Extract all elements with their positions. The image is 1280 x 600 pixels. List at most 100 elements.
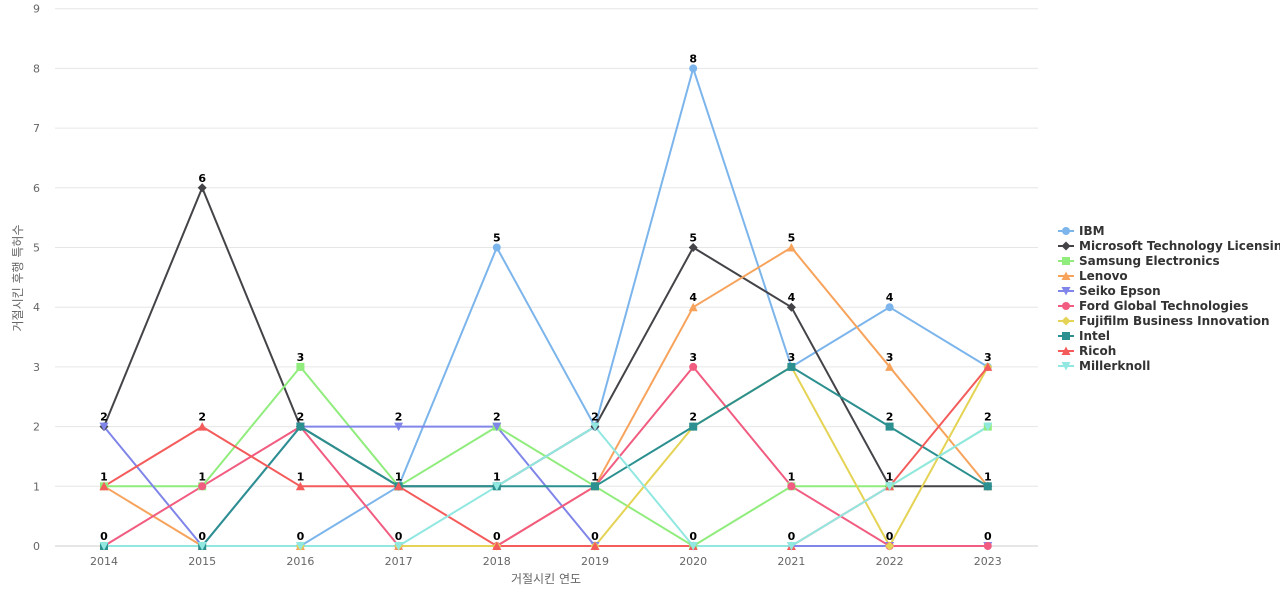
legend-symbol[interactable] [1061, 287, 1071, 296]
x-tick-label: 2022 [876, 555, 904, 568]
data-point[interactable] [591, 482, 599, 491]
data-label: 4 [788, 291, 796, 304]
data-point[interactable] [197, 542, 207, 551]
data-point[interactable] [99, 481, 109, 491]
legend-label: Lenovo [1079, 269, 1128, 283]
legend-symbol[interactable] [1062, 227, 1070, 235]
series-line-10[interactable] [104, 425, 989, 547]
y-tick-label: 6 [33, 182, 40, 195]
legend-symbol[interactable] [1061, 362, 1071, 371]
legend-item[interactable]: Fujifilm Business Innovation [1058, 314, 1270, 328]
data-point[interactable] [394, 422, 404, 432]
legend-item[interactable]: Microsoft Technology Licensing [1058, 239, 1280, 253]
x-tick-label: 2015 [188, 555, 216, 568]
data-point[interactable] [590, 541, 600, 551]
data-point[interactable] [295, 542, 305, 551]
data-point[interactable] [394, 542, 404, 551]
legend-symbol[interactable] [1062, 302, 1070, 310]
data-label: 1 [886, 470, 894, 483]
data-point[interactable] [492, 243, 501, 252]
data-label: 5 [788, 232, 796, 245]
data-point[interactable] [688, 243, 698, 252]
data-point[interactable] [786, 302, 796, 312]
data-label: 6 [198, 172, 206, 185]
data-label: 1 [984, 470, 992, 483]
data-point[interactable] [689, 64, 698, 73]
data-label: 3 [886, 351, 894, 364]
legend-label: Millerknoll [1079, 359, 1150, 373]
y-tick-label: 1 [33, 480, 40, 493]
data-label: 1 [395, 470, 403, 483]
data-point[interactable] [885, 482, 895, 491]
data-point[interactable] [296, 362, 305, 371]
data-point[interactable] [492, 422, 502, 432]
x-tick-label: 2023 [974, 555, 1002, 568]
legend-symbol[interactable] [1062, 257, 1070, 265]
data-point[interactable] [394, 481, 404, 491]
data-point[interactable] [688, 302, 698, 312]
data-point[interactable] [786, 542, 796, 551]
legend-label: Intel [1079, 329, 1110, 343]
data-point[interactable] [296, 422, 305, 431]
y-tick-label: 2 [33, 421, 40, 434]
data-label: 2 [100, 411, 108, 424]
data-point[interactable] [885, 303, 894, 312]
legend-item[interactable]: Lenovo [1058, 269, 1128, 283]
data-label: 0 [198, 530, 206, 543]
data-label: 1 [297, 470, 305, 483]
data-point[interactable] [492, 541, 502, 551]
data-point[interactable] [787, 482, 796, 491]
data-point[interactable] [885, 362, 895, 371]
data-point[interactable] [885, 541, 895, 551]
data-point[interactable] [786, 243, 796, 252]
legend-symbol[interactable] [1061, 316, 1071, 326]
data-point[interactable] [197, 422, 207, 431]
series-markers [99, 64, 993, 551]
legend-item[interactable]: Seiko Epson [1058, 284, 1161, 298]
legend-item[interactable]: Intel [1058, 329, 1110, 343]
data-point[interactable] [983, 362, 993, 371]
legend-item[interactable]: IBM [1058, 224, 1105, 238]
data-label: 0 [395, 530, 403, 543]
data-point[interactable] [198, 482, 207, 491]
x-tick-label: 2014 [90, 555, 118, 568]
data-point[interactable] [689, 422, 698, 431]
x-tick-label: 2020 [679, 555, 707, 568]
data-point[interactable] [99, 422, 109, 432]
legend-symbol[interactable] [1061, 241, 1071, 251]
data-label: 0 [788, 530, 796, 543]
data-point[interactable] [688, 542, 698, 551]
data-point[interactable] [295, 481, 305, 491]
series-line-8[interactable] [104, 365, 989, 547]
data-point[interactable] [99, 542, 109, 551]
y-axis-title: 거절시킨 후행 특허수 [10, 225, 25, 332]
data-label: 2 [886, 411, 894, 424]
data-point[interactable] [885, 422, 894, 431]
data-point[interactable] [590, 422, 600, 432]
data-label: 1 [493, 470, 501, 483]
legend-label: Samsung Electronics [1079, 254, 1220, 268]
legend-symbol[interactable] [1061, 346, 1071, 356]
data-point[interactable] [983, 482, 992, 491]
data-point[interactable] [983, 542, 992, 550]
data-point[interactable] [983, 422, 993, 432]
y-tick-label: 8 [33, 62, 40, 75]
y-tick-label: 9 [33, 3, 40, 16]
data-point[interactable] [492, 482, 502, 491]
data-label: 3 [689, 351, 697, 364]
legend-symbol[interactable] [1061, 271, 1071, 281]
legend-item[interactable]: Millerknoll [1058, 359, 1150, 373]
data-point[interactable] [787, 362, 796, 371]
y-tick-label: 5 [33, 242, 40, 255]
legend-item[interactable]: Samsung Electronics [1058, 254, 1220, 268]
series-line-4[interactable] [103, 246, 989, 547]
legend-item[interactable]: Ford Global Technologies [1058, 299, 1248, 313]
data-point[interactable] [689, 362, 698, 371]
legend-symbol[interactable] [1062, 332, 1070, 340]
data-label: 4 [886, 291, 894, 304]
legend-item[interactable]: Ricoh [1058, 344, 1116, 358]
data-label: 4 [689, 291, 697, 304]
data-point[interactable] [197, 183, 207, 193]
